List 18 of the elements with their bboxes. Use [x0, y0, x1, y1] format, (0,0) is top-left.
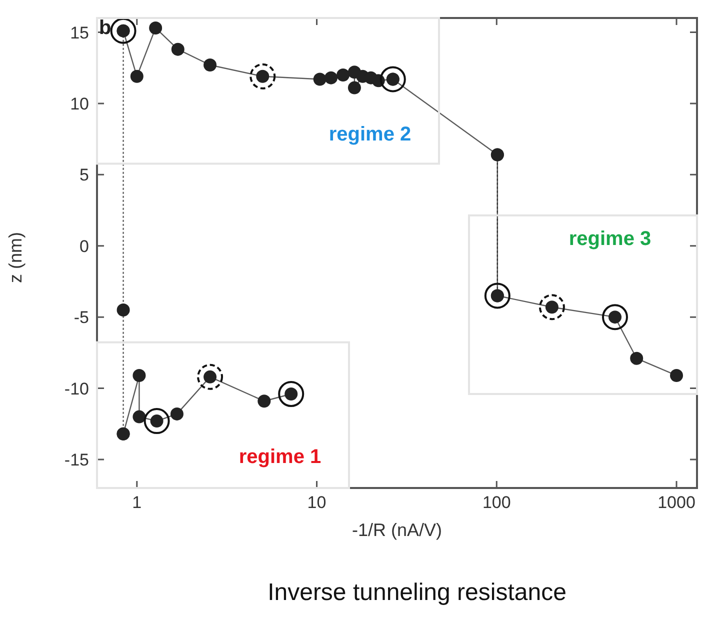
x-tick-label: 10 [307, 493, 326, 512]
y-tick-label: 0 [80, 236, 89, 256]
text: Inverse tunneling resistance [268, 579, 566, 606]
y-tick-label: -15 [64, 450, 89, 470]
x-tick-label: 1000 [658, 493, 696, 512]
y-tick-label: -5 [74, 308, 89, 328]
annotation: regime 2 [328, 123, 412, 146]
x-axis-title: -1/R (nA/V) [352, 520, 442, 540]
y-axis-title: z (nm) [5, 232, 26, 283]
annotation: regime 3 [568, 228, 652, 250]
y-tick-label: 15 [70, 23, 89, 42]
annotation: regime 1 [238, 446, 322, 468]
x-tick-label: 100 [482, 493, 511, 512]
x-tick-label: 1 [132, 493, 142, 512]
y-tick-label: 10 [70, 94, 89, 114]
y-tick-label: 5 [80, 166, 89, 185]
annotation: b [99, 17, 112, 39]
y-tick-label: -10 [64, 379, 89, 398]
